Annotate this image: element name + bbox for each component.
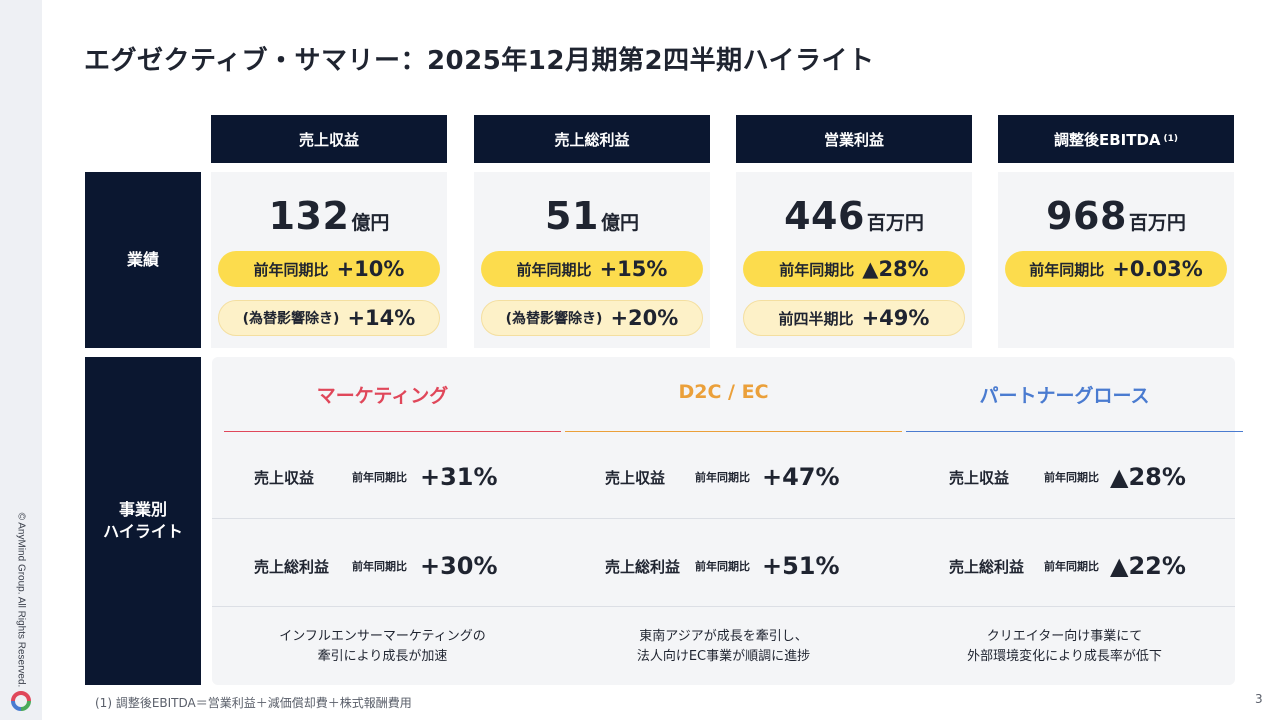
company-logo-icon: [11, 691, 31, 711]
row-divider: [212, 518, 1235, 519]
segment-gross-profit-row: 売上総利益 前年同期比 +51%: [605, 552, 840, 580]
kpi-value: 446 百万円: [784, 194, 924, 238]
kpi-header-operating-profit: 営業利益: [736, 115, 972, 163]
page-number: 3: [1255, 692, 1263, 706]
yoy-pill: 前年同期比 ▲28%: [743, 251, 965, 287]
kpi-header-ebitda-label: 調整後EBITDA: [1053, 130, 1161, 149]
fx-adjusted-pill: (為替影響除き) +14%: [218, 300, 440, 336]
kpi-header-gross-profit: 売上総利益: [474, 115, 710, 163]
segment-underline: [565, 431, 902, 432]
segment-underline: [224, 431, 561, 432]
segment-gross-profit-row: 売上総利益 前年同期比 +30%: [254, 552, 498, 580]
row-divider: [212, 606, 1235, 607]
kpi-value: 132 億円: [268, 194, 390, 238]
row-label-performance-text: 業績: [126, 250, 159, 269]
row-label-highlights: 事業別 ハイライト: [85, 357, 201, 685]
segment-description: 東南アジアが成長を牽引し、 法人向けEC事業が順調に進捗: [636, 629, 811, 664]
kpi-header-adjusted-ebitda: 調整後EBITDA (1): [998, 115, 1234, 163]
footnote: (1) 調整後EBITDA＝営業利益＋減価償却費＋株式報酬費用: [95, 696, 412, 710]
segment-highlights-panel: マーケティング 売上収益 前年同期比 +31% 売上総利益 前年同期比 +30%…: [212, 357, 1243, 685]
copyright-text: © AnyMind Group. All Rights Reserved.: [15, 512, 27, 688]
segment-revenue-row: 売上収益 前年同期比 ▲28%: [949, 463, 1186, 491]
segment-revenue-row: 売上収益 前年同期比 +31%: [254, 463, 498, 491]
left-sidebar-strip: [0, 0, 42, 720]
footnote-marker: (1): [1163, 134, 1179, 144]
segment-title: D2C / EC: [678, 381, 769, 403]
segment-underline: [906, 431, 1243, 432]
fx-adjusted-pill: (為替影響除き) +20%: [481, 300, 703, 336]
yoy-pill: 前年同期比 +15%: [481, 251, 703, 287]
yoy-pill: 前年同期比 +0.03%: [1005, 251, 1227, 287]
yoy-pill: 前年同期比 +10%: [218, 251, 440, 287]
kpi-value: 51 億円: [545, 194, 639, 238]
kpi-card-gross-profit: 51 億円 前年同期比 +15% (為替影響除き) +20%: [474, 172, 710, 348]
row-label-highlights-line2: ハイライト: [103, 522, 183, 541]
segment-description: クリエイター向け事業にて 外部環境変化により成長率が低下: [967, 629, 1162, 664]
row-label-performance: 業績: [85, 172, 201, 348]
kpi-header-revenue: 売上収益: [211, 115, 447, 163]
kpi-card-adjusted-ebitda: 968 百万円 前年同期比 +0.03%: [998, 172, 1234, 348]
qoq-pill: 前四半期比 +49%: [743, 300, 965, 336]
kpi-value: 968 百万円: [1046, 194, 1186, 238]
segment-revenue-row: 売上収益 前年同期比 +47%: [605, 463, 840, 491]
kpi-card-revenue: 132 億円 前年同期比 +10% (為替影響除き) +14%: [211, 172, 447, 348]
segment-title: パートナーグロース: [979, 385, 1150, 407]
segment-title: マーケティング: [316, 385, 449, 407]
segment-marketing: マーケティング 売上収益 前年同期比 +31% 売上総利益 前年同期比 +30%…: [212, 357, 561, 685]
segment-gross-profit-row: 売上総利益 前年同期比 ▲22%: [949, 552, 1186, 580]
segment-d2c-ec: D2C / EC 売上収益 前年同期比 +47% 売上総利益 前年同期比 +51…: [553, 357, 902, 685]
segment-description: インフルエンサーマーケティングの 牽引により成長が加速: [279, 629, 486, 664]
row-label-highlights-line1: 事業別: [118, 500, 167, 519]
kpi-card-operating-profit: 446 百万円 前年同期比 ▲28% 前四半期比 +49%: [736, 172, 972, 348]
segment-partner-growth: パートナーグロース 売上収益 前年同期比 ▲28% 売上総利益 前年同期比 ▲2…: [894, 357, 1243, 685]
page-title: エグゼクティブ・サマリー：2025年12月期第2四半期ハイライト: [84, 46, 875, 76]
